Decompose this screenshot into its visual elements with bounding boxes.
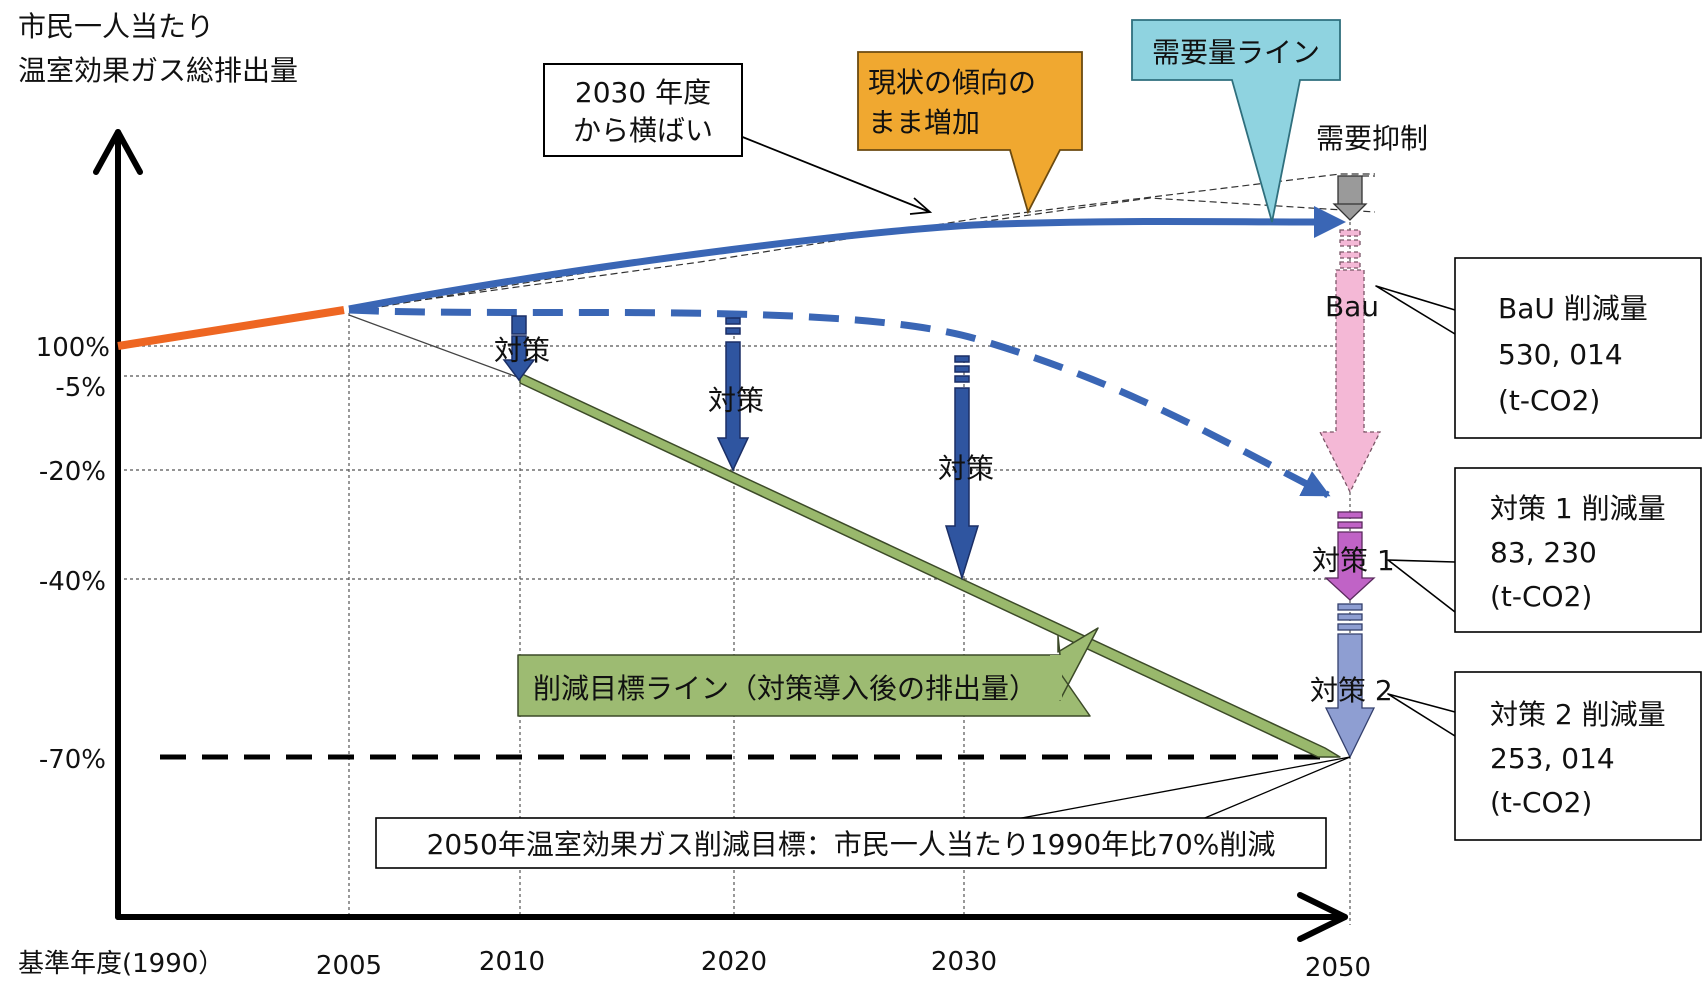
reduction-box-measure1: 対策 1 削減量 83, 230 (t-CO2): [1387, 467, 1702, 633]
measure-curve: [348, 306, 1331, 499]
x-tick-2050: 2050: [1305, 953, 1371, 983]
y-axis-title-line1: 市民一人当たり: [18, 10, 214, 43]
measure2-label: 対策 2: [1310, 674, 1393, 707]
callout-target-line: 削減目標ライン（対策導入後の排出量）: [517, 627, 1099, 717]
grid-lines: [118, 180, 1351, 925]
goal-text: 2050年温室効果ガス削減目標：市民一人当たり1990年比70%削減: [427, 828, 1276, 861]
measure-arrow-2010: [502, 315, 536, 382]
bau-arrow: [1318, 229, 1382, 494]
measure1-box-title: 対策 1 削減量: [1490, 492, 1666, 525]
axes: [93, 129, 1348, 942]
x-tick-2030: 2030: [931, 947, 997, 977]
callout-trend-line1: 現状の傾向の: [868, 66, 1036, 99]
y-tick-40: -40%: [39, 567, 106, 597]
x-axis-arrowhead: [1297, 892, 1348, 942]
measure-label-2010: 対策: [494, 334, 550, 367]
y-tick-70: -70%: [39, 745, 106, 775]
demand-suppression-block: [1332, 175, 1368, 221]
target-arrow: [519, 372, 1341, 758]
bau-box-unit: (t-CO2): [1498, 384, 1600, 417]
bau-envelope: [348, 173, 1376, 313]
measure2-box-unit: (t-CO2): [1490, 786, 1592, 819]
measure-label-2020: 対策: [708, 384, 764, 417]
measure1-label: 対策 1: [1312, 544, 1395, 577]
measure1-box-unit: (t-CO2): [1490, 580, 1592, 613]
callout-trend: 現状の傾向の まま増加: [857, 51, 1083, 215]
callout-demand: 需要量ライン: [1131, 19, 1341, 223]
measure2-box-title: 対策 2 削減量: [1490, 698, 1666, 731]
goal-box: 2050年温室効果ガス削減目標：市民一人当たり1990年比70%削減: [375, 756, 1351, 869]
bau-box-title: BaU 削減量: [1498, 292, 1648, 325]
x-tick-base: 基準年度(1990）: [18, 949, 224, 979]
callout-flat-line2: から横ばい: [573, 114, 713, 147]
demand-line: [348, 218, 1319, 313]
y-tick-20: -20%: [39, 457, 106, 487]
callout-flat-2030: 2030 年度 から横ばい: [543, 63, 933, 215]
x-tick-2010: 2010: [479, 947, 545, 977]
callout-trend-line2: まま増加: [868, 106, 980, 139]
demand-suppression-label: 需要抑制: [1316, 122, 1428, 155]
reduction-box-bau: BaU 削減量 530, 014 (t-CO2): [1375, 257, 1702, 439]
measure-arrow-2030: [944, 355, 980, 581]
y-axis-arrowhead: [93, 129, 143, 175]
callout-target-text: 削減目標ライン（対策導入後の排出量）: [533, 672, 1037, 705]
measure2-arrow: [1324, 603, 1376, 759]
x-tick-2020: 2020: [701, 947, 767, 977]
y-tick-5: -5%: [55, 373, 106, 403]
measure2-box-value: 253, 014: [1490, 742, 1615, 775]
y-axis-title-line2: 温室効果ガス総排出量: [18, 54, 298, 87]
callout-demand-text: 需要量ライン: [1152, 36, 1320, 69]
reduction-box-measure2: 対策 2 削減量 253, 014 (t-CO2): [1387, 671, 1702, 841]
bau-label: Bau: [1325, 290, 1379, 323]
history-line: [117, 306, 345, 350]
measure-arrow-2020: [716, 317, 750, 472]
bau-box-value: 530, 014: [1498, 338, 1623, 371]
thin-connector: [348, 314, 521, 379]
x-tick-2005: 2005: [316, 951, 382, 981]
demand-line-arrowhead: [1314, 206, 1346, 238]
y-tick-100: 100%: [36, 333, 110, 363]
measure1-arrow: [1324, 511, 1376, 601]
measure-label-2030: 対策: [938, 452, 994, 485]
callout-flat-line1: 2030 年度: [575, 76, 711, 109]
measure1-box-value: 83, 230: [1490, 536, 1597, 569]
